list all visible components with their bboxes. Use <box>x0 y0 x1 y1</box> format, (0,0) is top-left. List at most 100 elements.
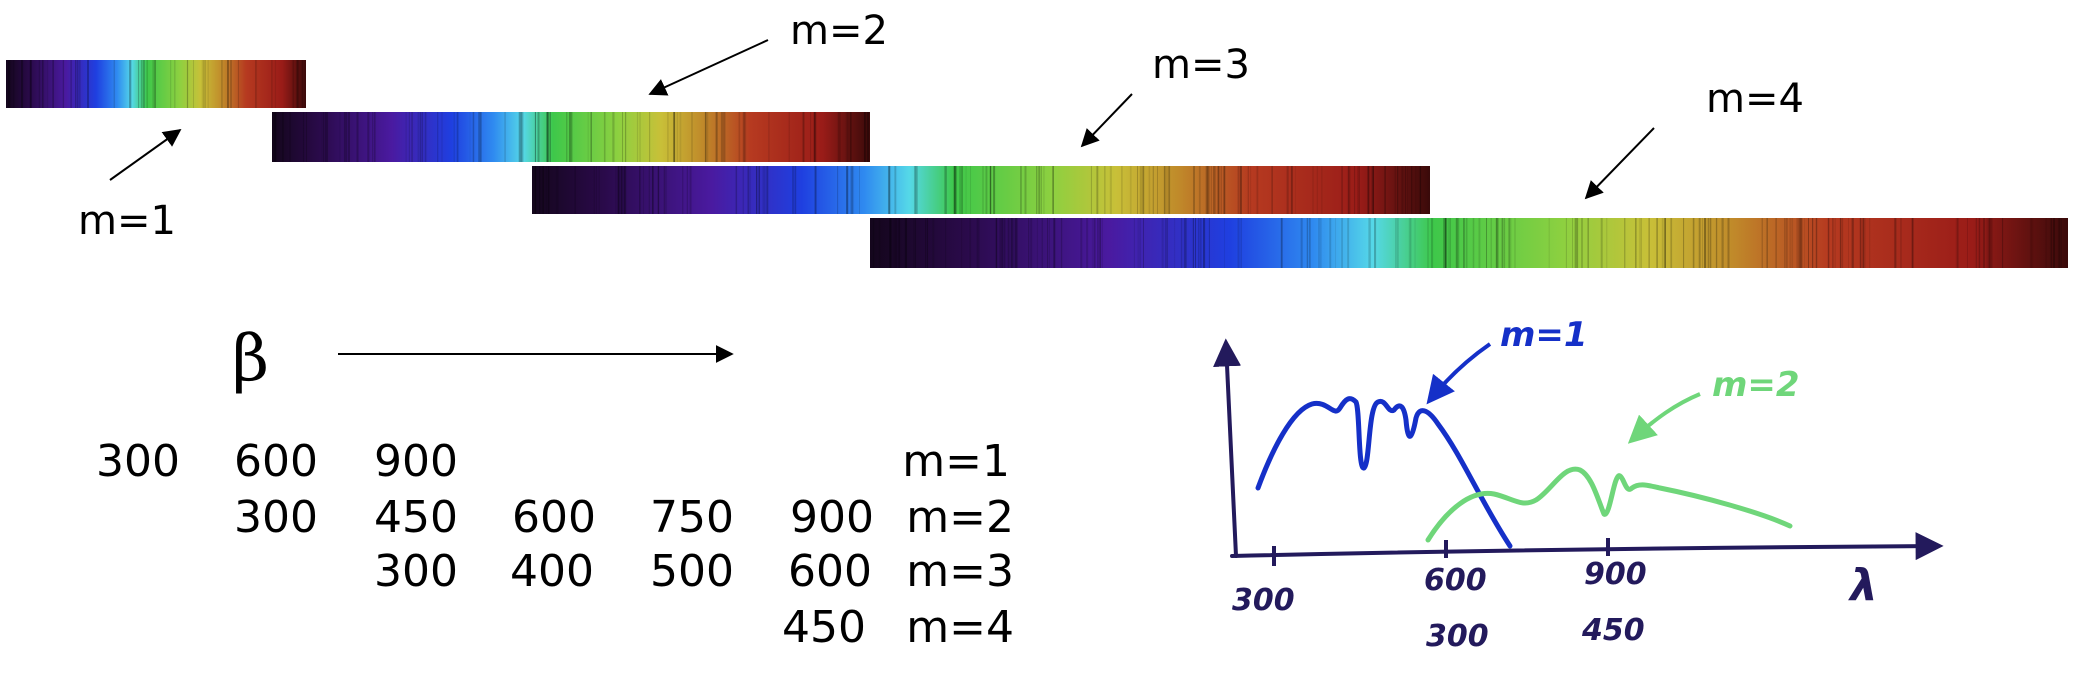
absorption-line <box>673 112 675 162</box>
absorption-line <box>1510 218 1512 268</box>
absorption-line <box>1239 166 1242 214</box>
absorption-line <box>437 112 439 162</box>
absorption-line <box>889 218 892 268</box>
absorption-line <box>1983 218 1985 268</box>
absorption-line <box>75 60 77 108</box>
absorption-line <box>1851 218 1854 268</box>
absorption-line <box>424 112 427 162</box>
absorption-line <box>676 112 678 162</box>
absorption-line <box>1321 166 1323 214</box>
absorption-line <box>569 112 571 162</box>
absorption-line <box>568 112 571 162</box>
sketch-arrow-m1 <box>1426 342 1492 405</box>
absorption-line <box>545 166 548 214</box>
absorption-line <box>839 112 841 162</box>
absorption-line <box>1397 166 1399 214</box>
absorption-line <box>1006 218 1009 268</box>
cell-r0-c1: 600 <box>234 436 318 487</box>
absorption-line <box>1097 218 1099 268</box>
absorption-line <box>612 112 615 162</box>
spectrum-band-m2 <box>272 112 870 162</box>
absorption-line <box>1504 218 1506 268</box>
absorption-line <box>813 112 816 162</box>
absorption-line <box>153 60 155 108</box>
absorption-line <box>1357 166 1360 214</box>
cell-r1-c0: 300 <box>234 492 318 543</box>
absorption-line <box>339 112 341 162</box>
absorption-line <box>1250 166 1252 214</box>
absorption-line <box>417 112 419 162</box>
absorption-line <box>864 112 866 162</box>
absorption-line <box>421 112 424 162</box>
absorption-line <box>1091 218 1093 268</box>
absorption-line <box>1271 166 1273 214</box>
absorption-line <box>1001 218 1004 268</box>
absorption-line <box>590 112 592 162</box>
order-r1: m=2 <box>906 492 1014 543</box>
absorption-line <box>1894 218 1897 268</box>
absorption-line <box>274 60 276 108</box>
absorption-line <box>1581 218 1583 268</box>
absorption-line <box>1428 166 1430 214</box>
absorption-line <box>621 166 623 214</box>
absorption-line <box>1766 218 1768 268</box>
absorption-line <box>904 218 906 268</box>
absorption-line <box>667 112 669 162</box>
absorption-line <box>70 60 72 108</box>
absorption-line <box>373 112 376 162</box>
wavelength-table: 300 600 900 m=1 300 450 600 750 900 m=2 … <box>96 436 1014 653</box>
arrow-m1 <box>109 128 182 181</box>
absorption-line <box>1200 218 1202 268</box>
absorption-line <box>1217 166 1220 214</box>
absorption-line <box>625 166 627 214</box>
absorption-line <box>1900 218 1902 268</box>
absorption-line <box>758 166 760 214</box>
absorption-line <box>1576 218 1579 268</box>
absorption-line <box>1097 218 1099 268</box>
absorption-line <box>1401 166 1404 214</box>
absorption-line <box>1869 218 1871 268</box>
absorption-line <box>534 112 536 162</box>
sketch-x-axis <box>1230 532 1944 561</box>
absorption-line <box>1704 218 1707 268</box>
absorption-line <box>1008 218 1010 268</box>
absorption-line <box>1183 218 1185 268</box>
absorption-line <box>794 166 797 214</box>
absorption-line <box>636 112 639 162</box>
absorption-line <box>420 112 422 162</box>
absorption-line <box>837 112 840 162</box>
absorption-line <box>749 166 751 214</box>
absorption-line <box>1640 218 1642 268</box>
sketch-label-m1: m=1 <box>1500 315 1588 355</box>
absorption-line <box>1320 218 1322 268</box>
cell-r3-c0: 450 <box>782 602 866 653</box>
absorption-line <box>620 166 622 214</box>
absorption-line <box>479 112 482 162</box>
absorption-line <box>326 112 328 162</box>
cell-r1-c3: 750 <box>650 492 734 543</box>
absorption-line <box>682 166 684 214</box>
absorption-line <box>1020 166 1022 214</box>
absorption-line <box>837 166 839 214</box>
absorption-line <box>1789 218 1791 268</box>
absorption-line <box>441 112 443 162</box>
absorption-line <box>1456 218 1458 268</box>
absorption-line <box>296 60 299 108</box>
sketch-curve-m1 <box>1255 396 1513 549</box>
absorption-line <box>1207 166 1210 214</box>
absorption-line <box>978 218 980 268</box>
absorption-line <box>1574 218 1577 268</box>
absorption-line <box>1357 166 1359 214</box>
absorption-line <box>995 218 997 268</box>
absorption-line <box>469 112 471 162</box>
absorption-line <box>272 112 274 162</box>
absorption-line <box>519 112 521 162</box>
absorption-line <box>722 112 725 162</box>
absorption-line <box>411 112 413 162</box>
absorption-line <box>1237 166 1239 214</box>
absorption-line <box>8 60 11 108</box>
absorption-line <box>802 112 805 162</box>
absorption-line <box>955 166 957 214</box>
absorption-line <box>42 60 44 108</box>
